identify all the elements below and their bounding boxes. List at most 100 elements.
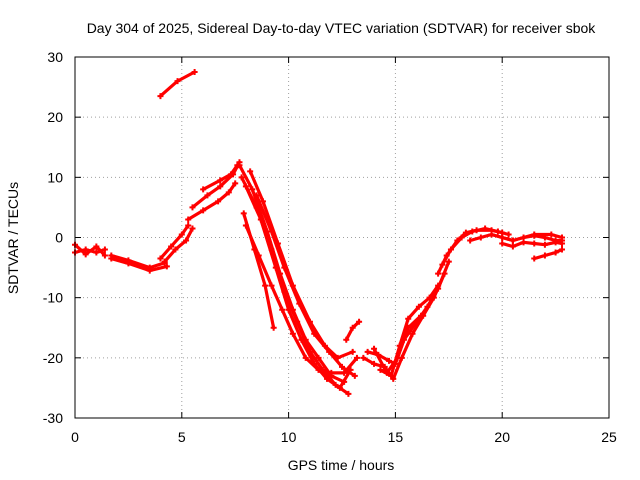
- data-point-marker: [469, 228, 476, 235]
- data-point-marker: [232, 180, 239, 187]
- data-point-marker: [262, 282, 269, 289]
- data-point-marker: [552, 249, 559, 256]
- data-point-marker: [178, 231, 185, 238]
- data-point-marker: [161, 258, 168, 265]
- data-point-marker: [270, 324, 277, 331]
- y-tick-label: 10: [47, 169, 63, 185]
- data-point-marker: [146, 267, 153, 274]
- data-point-marker: [488, 231, 495, 238]
- series-trace-t8: [186, 181, 237, 221]
- data-point-marker: [435, 270, 442, 277]
- data-point-marker: [189, 225, 196, 232]
- chart-title: Day 304 of 2025, Sidereal Day-to-day VTE…: [87, 20, 597, 36]
- data-point-marker: [326, 348, 333, 355]
- data-point-marker: [499, 234, 506, 241]
- data-point-marker: [253, 192, 260, 199]
- data-point-marker: [215, 198, 222, 205]
- data-point-marker: [204, 192, 211, 199]
- x-axis-label: GPS time / hours: [288, 457, 395, 473]
- y-tick-label: 0: [55, 230, 63, 246]
- y-tick-label: 20: [47, 109, 63, 125]
- data-point-marker: [236, 162, 243, 169]
- data-point-marker: [163, 263, 170, 270]
- data-point-marker: [405, 324, 412, 331]
- data-point-marker: [353, 354, 360, 361]
- data-point-marker: [339, 363, 345, 370]
- y-tick-label: -20: [43, 350, 63, 366]
- data-point-marker: [341, 369, 348, 376]
- data-point-marker: [494, 228, 501, 235]
- data-point-marker: [394, 354, 401, 361]
- series-trace-t15: [244, 223, 359, 375]
- data-point-marker: [385, 357, 392, 364]
- x-tick-label: 15: [388, 429, 404, 445]
- data-point-marker: [458, 234, 465, 241]
- data-point-marker: [225, 189, 232, 196]
- data-point-marker: [349, 348, 356, 355]
- data-point-marker: [279, 306, 286, 313]
- x-tick-label: 5: [178, 429, 186, 445]
- data-point-marker: [364, 348, 371, 355]
- data-point-marker: [559, 246, 566, 253]
- data-point-marker: [371, 345, 378, 352]
- data-point-marker: [324, 375, 331, 382]
- data-point-marker: [467, 237, 474, 244]
- data-point-marker: [426, 294, 433, 301]
- x-tick-label: 25: [601, 429, 617, 445]
- data-point-marker: [520, 239, 527, 246]
- series-trace-t2: [73, 243, 107, 258]
- data-point-marker: [268, 282, 275, 289]
- data-point-marker: [217, 177, 224, 184]
- y-tick-label: -10: [43, 290, 63, 306]
- plot-frame: [74, 56, 610, 419]
- data-point-marker: [272, 264, 279, 271]
- data-point-marker: [360, 354, 367, 361]
- data-point-marker: [336, 384, 343, 391]
- data-point-marker: [343, 336, 350, 343]
- data-point-marker: [185, 216, 192, 223]
- data-point-marker: [315, 366, 322, 373]
- data-point-marker: [242, 183, 249, 190]
- data-point-marker: [435, 282, 442, 289]
- data-point-marker: [531, 240, 538, 247]
- x-tick-label: 0: [71, 429, 79, 445]
- series-trace-t29: [511, 232, 564, 243]
- series-trace-t16: [255, 193, 357, 378]
- data-point-marker: [247, 168, 254, 175]
- data-point-marker: [259, 198, 266, 205]
- data-point-marker: [439, 261, 446, 268]
- data-point-marker: [191, 69, 198, 76]
- data-point-marker: [409, 330, 416, 337]
- data-point-marker: [345, 390, 352, 397]
- data-point-marker: [356, 318, 363, 325]
- data-point-marker: [200, 207, 207, 214]
- data-point-marker: [509, 243, 516, 250]
- data-point-marker: [388, 372, 395, 379]
- data-point-marker: [477, 234, 484, 241]
- data-point-marker: [257, 216, 264, 223]
- series-trace-t17: [242, 211, 276, 330]
- data-point-marker: [531, 255, 538, 262]
- data-point-marker: [315, 354, 322, 361]
- data-point-marker: [249, 186, 256, 193]
- data-point-marker: [505, 231, 512, 238]
- data-point-marker: [240, 210, 247, 217]
- data-point-marker: [311, 330, 318, 337]
- data-point-marker: [185, 222, 192, 229]
- series-trace-t4: [109, 257, 169, 273]
- series-trace-t5: [158, 223, 190, 261]
- data-point-marker: [415, 303, 422, 310]
- data-point-marker: [82, 251, 89, 258]
- data-point-marker: [482, 225, 489, 232]
- data-point-marker: [302, 354, 309, 361]
- data-point-marker: [377, 366, 384, 373]
- data-point-marker: [108, 255, 115, 262]
- data-point-marker: [418, 312, 425, 319]
- data-point-marker: [390, 375, 397, 382]
- data-point-marker: [189, 204, 196, 211]
- series-trace-t3: [109, 253, 167, 270]
- data-point-marker: [541, 252, 548, 259]
- data-point-marker: [383, 369, 390, 376]
